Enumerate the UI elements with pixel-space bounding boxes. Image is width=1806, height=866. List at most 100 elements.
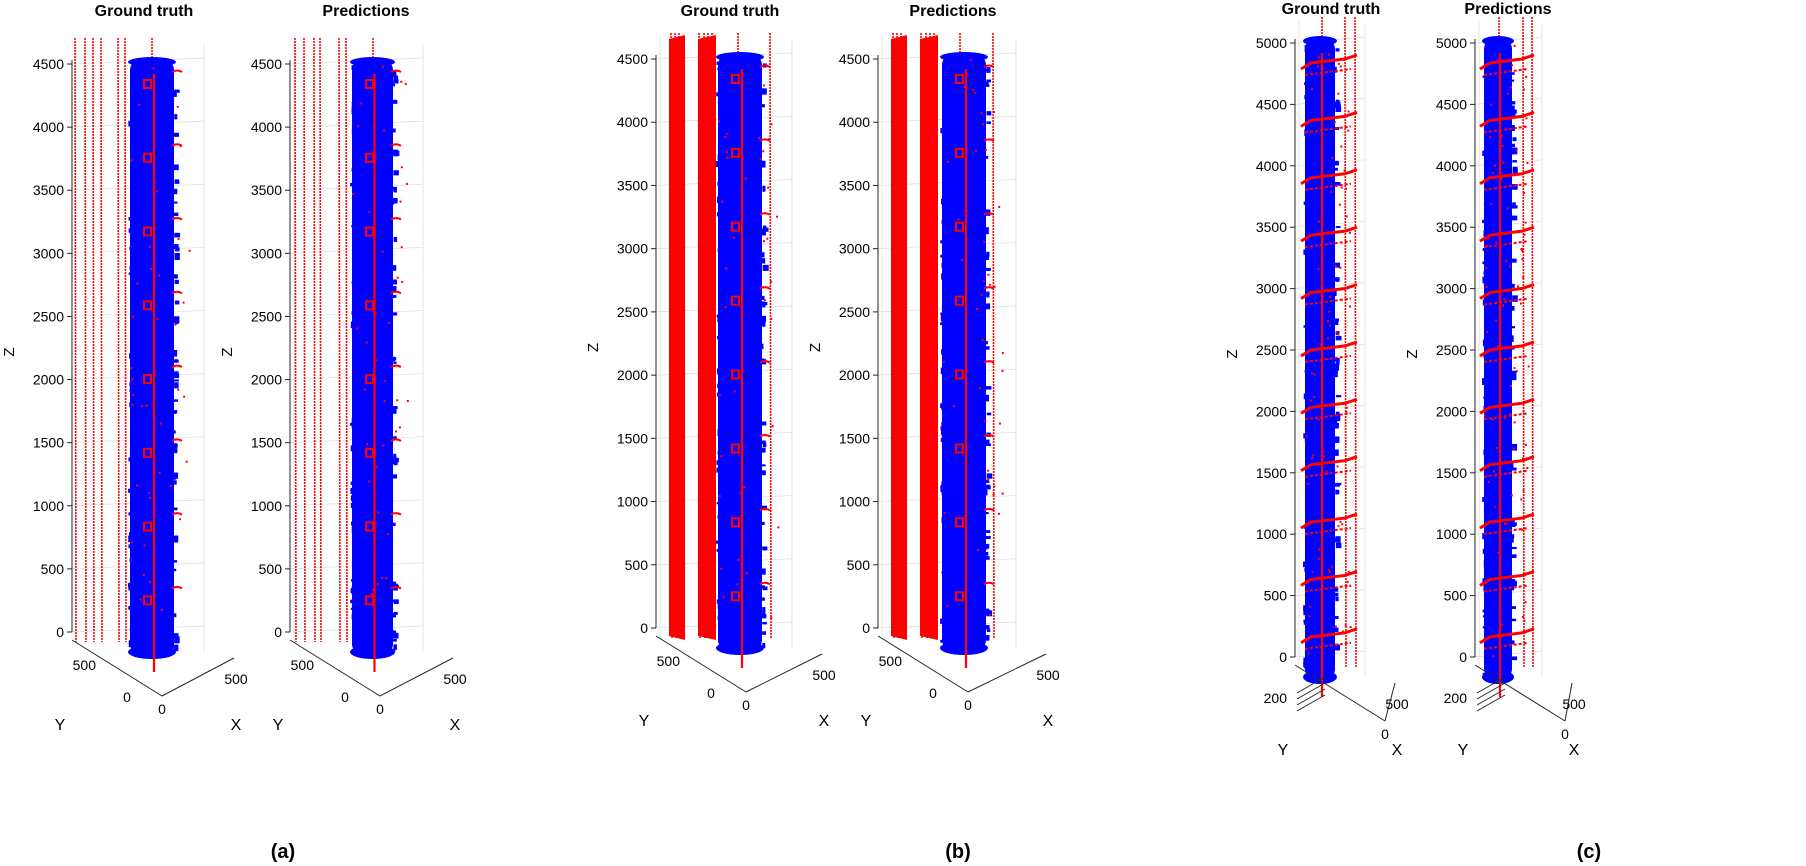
column-edge-point bbox=[130, 497, 134, 503]
ring-bracket bbox=[365, 374, 374, 385]
column-edge-point bbox=[760, 421, 767, 426]
column-edge-point bbox=[1511, 370, 1517, 374]
edge-point bbox=[159, 422, 162, 425]
red-point-slab bbox=[669, 35, 685, 640]
y-axis-label: Y bbox=[1278, 742, 1289, 759]
column-edge-point bbox=[940, 367, 945, 375]
edge-point bbox=[1496, 345, 1499, 348]
z-tick-label: 3500 bbox=[1256, 219, 1287, 235]
column-edge-point bbox=[172, 535, 179, 543]
y-tick-label: 500 bbox=[73, 657, 97, 673]
column-edge-point bbox=[392, 128, 396, 133]
column-edge-point bbox=[942, 579, 948, 582]
column-edge-point bbox=[1511, 184, 1518, 190]
column-edge-point bbox=[1483, 506, 1490, 511]
red-point-line bbox=[319, 37, 322, 643]
z-axis-label: Z bbox=[1404, 349, 1421, 358]
column-edge-point bbox=[1483, 405, 1488, 411]
column-edge-point bbox=[1304, 664, 1308, 669]
column-edge-point bbox=[941, 432, 946, 438]
ring-bracket bbox=[365, 300, 374, 311]
column-edge-point bbox=[393, 79, 399, 84]
edge-point bbox=[169, 484, 172, 487]
z-tick-label: 3500 bbox=[251, 182, 282, 198]
column-edge-point bbox=[393, 99, 398, 104]
z-axis: 0 500 1000 1500 2000 2500 3000 3500 4000 4500 bbox=[33, 56, 73, 640]
edge-point bbox=[142, 574, 145, 577]
red-point-line bbox=[769, 32, 772, 639]
edge-point bbox=[737, 558, 740, 561]
edge-point bbox=[139, 598, 142, 601]
x-tick-label: 500 bbox=[1036, 667, 1060, 683]
edge-point bbox=[400, 246, 403, 249]
edge-point bbox=[1521, 249, 1524, 252]
column-edge-point bbox=[1482, 75, 1488, 78]
column-edge-point bbox=[350, 481, 356, 485]
ring-segment bbox=[1300, 340, 1358, 358]
edge-point bbox=[368, 480, 371, 483]
edge-point bbox=[404, 82, 407, 85]
column-edge-point bbox=[762, 227, 768, 232]
ring-bracket bbox=[365, 521, 374, 532]
z-tick-label: 0 bbox=[1279, 649, 1287, 665]
column-edge-point bbox=[1483, 230, 1489, 237]
edge-point bbox=[1335, 184, 1338, 187]
column-edge-point bbox=[393, 611, 398, 615]
edge-point bbox=[1341, 630, 1344, 633]
ring-segment bbox=[1304, 182, 1352, 191]
edge-point bbox=[373, 111, 376, 114]
column-edge-point bbox=[172, 568, 177, 572]
edge-point bbox=[1317, 557, 1320, 560]
edge-point bbox=[1502, 161, 1505, 164]
column-edge-point bbox=[1334, 318, 1340, 322]
edge-point bbox=[770, 616, 773, 619]
column-edge-point bbox=[985, 530, 991, 534]
red-point-line bbox=[74, 37, 77, 643]
edge-point bbox=[1525, 76, 1528, 79]
edge-point bbox=[1506, 207, 1509, 210]
ring-bracket bbox=[143, 374, 152, 385]
edge-point bbox=[372, 126, 375, 129]
column-edge-point bbox=[392, 599, 398, 602]
column-edge-point bbox=[172, 349, 178, 357]
edge-point bbox=[1337, 525, 1340, 528]
edge-point bbox=[768, 137, 771, 140]
edge-point bbox=[1320, 343, 1323, 346]
column-body bbox=[130, 60, 174, 654]
column-edge-point bbox=[761, 104, 765, 108]
column-edge-point bbox=[1484, 53, 1490, 60]
y-axis-tick bbox=[1476, 676, 1506, 694]
column-edge-point bbox=[1510, 462, 1514, 470]
x-axis-line bbox=[379, 657, 454, 697]
column-edge-point bbox=[391, 71, 397, 77]
edge-point bbox=[1309, 636, 1312, 639]
column-edge-point bbox=[1334, 587, 1339, 592]
z-tick-label: 5000 bbox=[1436, 35, 1467, 51]
ring-mark bbox=[759, 507, 771, 512]
column-edge-point bbox=[174, 252, 180, 260]
base-axes bbox=[655, 635, 823, 693]
column-edge-point bbox=[942, 377, 946, 384]
column-edge-point bbox=[130, 223, 134, 226]
edge-point bbox=[1509, 413, 1512, 416]
z-tick-label: 1000 bbox=[33, 498, 64, 514]
edge-point bbox=[744, 177, 747, 180]
ring-segment bbox=[1483, 641, 1529, 650]
column-edge-point bbox=[1333, 592, 1339, 597]
column-edge-point bbox=[1305, 276, 1310, 280]
column-edge-point bbox=[350, 321, 355, 329]
column-bottom bbox=[128, 645, 176, 659]
column-edge-point bbox=[984, 341, 988, 345]
edge-point bbox=[148, 245, 151, 248]
edge-point bbox=[724, 306, 727, 309]
column-edge-point bbox=[718, 429, 722, 436]
edge-point bbox=[980, 112, 983, 115]
ring-points bbox=[942, 59, 1004, 616]
edge-point bbox=[733, 390, 736, 393]
column-edge-point bbox=[1333, 369, 1338, 375]
edge-point bbox=[718, 120, 721, 123]
edge-point bbox=[722, 596, 725, 599]
x-tick-label: 500 bbox=[1385, 696, 1409, 712]
z-tick-label: 2000 bbox=[839, 367, 870, 383]
ring-segment bbox=[1304, 641, 1352, 650]
